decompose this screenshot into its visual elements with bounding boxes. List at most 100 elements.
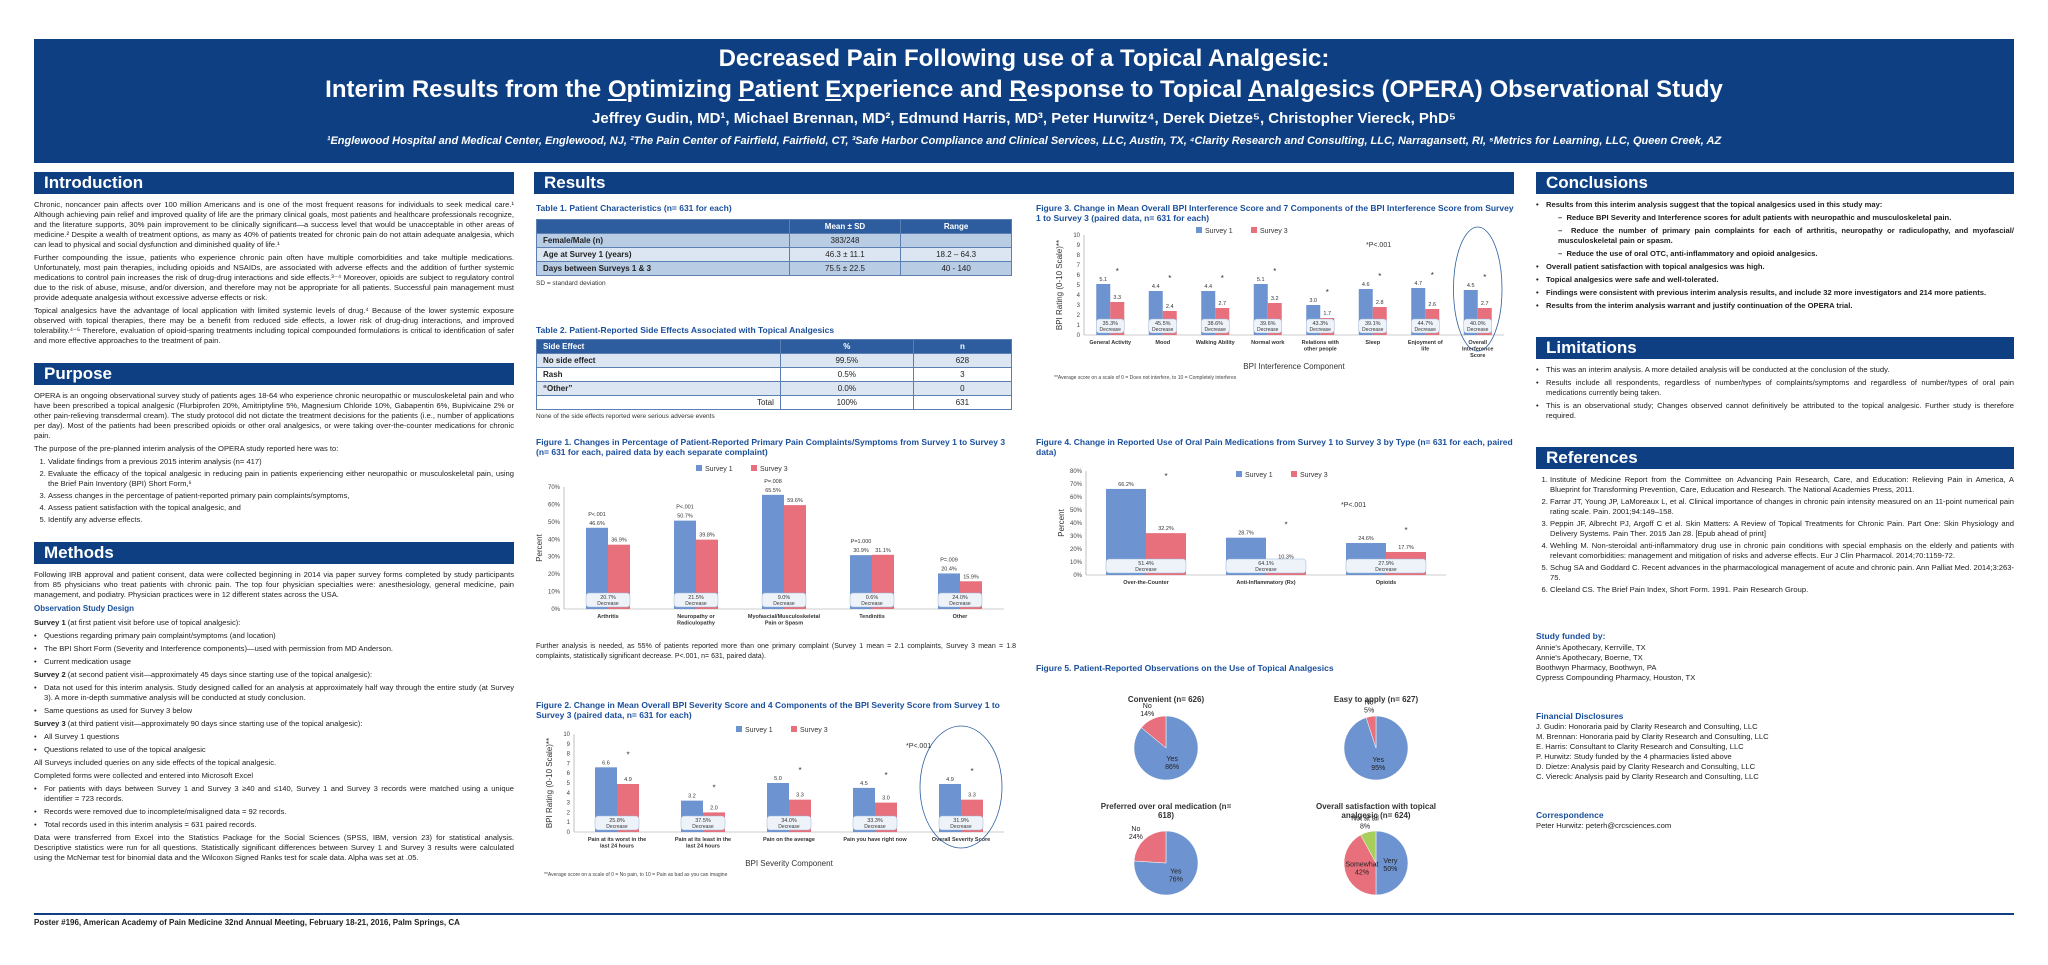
change-box bbox=[937, 593, 983, 608]
table1-title: Table 1. Patient Characteristics (n= 631… bbox=[536, 203, 732, 213]
pie-value: 95% bbox=[1371, 765, 1385, 772]
y-tick-label: 8 bbox=[567, 752, 571, 758]
y-tick-label: 10% bbox=[548, 590, 561, 596]
table2-title: Table 2. Patient-Reported Side Effects A… bbox=[536, 325, 835, 335]
x-tick-label: Arthritis bbox=[597, 614, 618, 620]
x-tick-label: Anti-Inflammatory (Rx) bbox=[1236, 580, 1295, 586]
significance-star: * bbox=[1404, 526, 1407, 535]
data-label: 4.5 bbox=[1467, 283, 1475, 289]
change-box bbox=[1225, 559, 1307, 574]
data-label: 2.0 bbox=[710, 806, 718, 812]
funding-block: Study funded by: Annie's Apothecary, Ker… bbox=[1536, 631, 2014, 682]
change-word: Decrease bbox=[950, 824, 972, 830]
change-word: Decrease bbox=[1205, 327, 1227, 333]
pie-slice bbox=[1140, 715, 1167, 749]
legend-swatch-survey3 bbox=[1291, 471, 1297, 478]
figure3-block: Figure 3. Change in Mean Overall BPI Int… bbox=[1036, 203, 1516, 398]
pie-label: Yes bbox=[1166, 756, 1178, 763]
y-axis-label: BPI Rating (0-10 Scale)** bbox=[1055, 240, 1064, 330]
y-axis-label: BPI Rating (0-10 Scale)** bbox=[545, 738, 554, 828]
change-percent: 25.8% bbox=[609, 818, 625, 824]
x-tick-label: Over-the-Counter bbox=[1123, 580, 1169, 586]
y-tick-label: 3 bbox=[1077, 303, 1081, 309]
data-label: 30.9% bbox=[853, 549, 869, 555]
survey3-list: All Survey 1 questions Questions related… bbox=[34, 732, 514, 755]
legend-swatch-survey1 bbox=[696, 465, 702, 472]
data-label: 2.8 bbox=[1376, 300, 1384, 306]
change-word: Decrease bbox=[864, 824, 886, 830]
significance-star: * bbox=[970, 767, 973, 776]
x-tick-label: Radiculopathy bbox=[677, 621, 716, 627]
legend-swatch-survey1 bbox=[1196, 227, 1202, 234]
title-part: xperience and bbox=[841, 76, 1010, 103]
purpose-item: Identify any adverse effects. bbox=[48, 515, 514, 525]
data-label: 3.3 bbox=[968, 793, 976, 799]
significance-star: * bbox=[1168, 274, 1171, 283]
title-part: P bbox=[738, 76, 755, 103]
reference-item: Peppin JF, Albrecht PJ, Argoff C et al. … bbox=[1550, 519, 2014, 539]
change-percent: 35.3% bbox=[1102, 321, 1118, 327]
pie-value: 14% bbox=[1140, 711, 1154, 718]
table-cell: 40 - 140 bbox=[900, 261, 1012, 277]
results-heading: Results bbox=[534, 172, 1514, 194]
table-cell: Age at Survey 1 (years) bbox=[536, 247, 790, 263]
legend-label: Survey 3 bbox=[800, 727, 828, 734]
change-word: Decrease bbox=[1152, 327, 1174, 333]
disclosure-item: D. Dietze: Analysis paid by Clarity Rese… bbox=[1536, 761, 1756, 771]
x-tick-label: Overall Severity Score bbox=[932, 837, 990, 843]
change-percent: 37.5% bbox=[695, 818, 711, 824]
change-percent: 38.6% bbox=[1207, 321, 1223, 327]
data-label: 46.6% bbox=[589, 521, 605, 527]
survey1-label: Survey 1 bbox=[34, 618, 66, 627]
data-label: 3.2 bbox=[688, 794, 696, 800]
intro-paragraph: Chronic, noncancer pain affects over 100… bbox=[34, 200, 514, 250]
significance-star: * bbox=[884, 771, 887, 780]
purpose-item: Assess changes in the percentage of pati… bbox=[48, 491, 514, 501]
poster-title-line2: Interim Results from the Optimizing Pati… bbox=[34, 76, 2014, 104]
survey3-line: Survey 3 (at third patient visit—approxi… bbox=[34, 719, 514, 729]
y-tick-label: 0% bbox=[1073, 573, 1082, 579]
change-box bbox=[1148, 319, 1177, 334]
limitation-item: This was an interim analysis. A more det… bbox=[1536, 365, 2014, 375]
figure5-block: Figure 5. Patient-Reported Observations … bbox=[1036, 663, 1516, 913]
introduction-heading: Introduction bbox=[34, 172, 514, 194]
disclosures-heading: Financial Disclosures bbox=[1536, 710, 1624, 721]
disclosure-item: P. Hurwitz: Study funded by the 4 pharma… bbox=[1536, 751, 1732, 761]
change-percent: 24.0% bbox=[952, 595, 968, 601]
change-box bbox=[1306, 319, 1335, 334]
pie-value: 86% bbox=[1165, 764, 1179, 771]
survey1-item: The BPI Short Form (Severity and Interfe… bbox=[34, 644, 514, 654]
change-box bbox=[585, 593, 631, 608]
x-tick-label: Tendinitis bbox=[859, 614, 885, 620]
data-label: 2.7 bbox=[1481, 301, 1489, 307]
table-cell: 75.5 ± 22.5 bbox=[788, 261, 902, 277]
legend-swatch-survey3 bbox=[751, 465, 757, 472]
legend-label: Survey 3 bbox=[760, 466, 788, 473]
poster-footer: Poster #196, American Academy of Pain Me… bbox=[34, 918, 460, 927]
change-box bbox=[852, 816, 898, 831]
pie-label: Very bbox=[1383, 858, 1398, 865]
data-label: 3.0 bbox=[1309, 298, 1317, 304]
x-tick-label: Overall bbox=[1468, 340, 1487, 346]
conclusion-item: Results from the interim analysis warran… bbox=[1536, 301, 2014, 311]
change-word: Decrease bbox=[1257, 327, 1279, 333]
legend-label: Survey 1 bbox=[745, 727, 773, 734]
disclosure-item: E. Harris: Consultant to Clarity Researc… bbox=[1536, 741, 1744, 751]
methods-after2: Completed forms were collected and enter… bbox=[34, 771, 254, 781]
table1-header bbox=[536, 219, 790, 235]
y-tick-label: 0 bbox=[567, 830, 571, 836]
change-box bbox=[680, 816, 726, 831]
p-value-label: P<.001 bbox=[676, 505, 694, 511]
purpose-list: Validate findings from a previous 2015 i… bbox=[34, 457, 514, 525]
methods-intro: Following IRB approval and patient conse… bbox=[34, 570, 514, 600]
data-label: 36.9% bbox=[611, 538, 627, 544]
table-cell: 99.5% bbox=[779, 353, 914, 369]
change-percent: 20.7% bbox=[600, 595, 616, 601]
table1-block: Table 1. Patient Characteristics (n= 631… bbox=[536, 203, 1016, 287]
data-label: 4.9 bbox=[624, 777, 632, 783]
title-part: E bbox=[825, 76, 842, 103]
data-label: 3.3 bbox=[1113, 295, 1121, 301]
data-label: 5.0 bbox=[774, 776, 782, 782]
limitation-item: This is an observational study; Changes … bbox=[1536, 401, 2014, 421]
